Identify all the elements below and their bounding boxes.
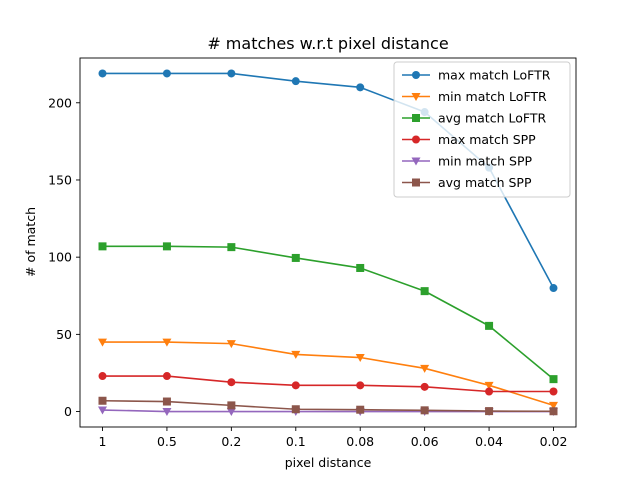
series-line-3 <box>102 375 554 393</box>
data-point-5-2 <box>227 401 236 410</box>
legend-label-2: avg match LoFTR <box>438 111 546 126</box>
data-point-5-0 <box>98 396 107 405</box>
legend: max match LoFTR min match LoFTR avg match … <box>393 61 571 198</box>
data-point-1-1 <box>162 338 172 347</box>
data-point-2-6 <box>485 321 494 330</box>
data-point-3-7 <box>549 387 558 396</box>
data-point-3-4 <box>356 381 365 390</box>
x-tick-label-2: 0.2 <box>221 434 241 449</box>
data-point-2-1 <box>162 242 171 251</box>
data-point-0-2 <box>227 69 236 78</box>
x-tick-label-0: 1 <box>99 434 107 449</box>
data-point-5-6 <box>485 407 494 416</box>
data-point-2-0 <box>98 242 107 251</box>
chart-title: # matches w.r.t pixel distance <box>207 34 448 53</box>
legend-label-3: max match SPP <box>438 132 536 147</box>
legend-item-4: min match SPP <box>402 154 533 169</box>
axes: 1 0.5 0.2 0.1 0.08 0.06 0.04 0.02 0 50 100 150 200 <box>48 57 577 449</box>
y-tick-label-0: 0 <box>64 404 72 419</box>
series-2 <box>98 242 558 384</box>
legend-item-1: min match LoFTR <box>402 89 547 104</box>
data-point-2-2 <box>227 243 236 252</box>
data-point-2-3 <box>291 253 300 262</box>
legend-label-1: min match LoFTR <box>438 89 547 104</box>
data-point-3-3 <box>291 381 300 390</box>
data-point-4-0 <box>98 406 107 415</box>
data-point-3-5 <box>420 382 429 391</box>
data-point-1-4 <box>355 354 365 363</box>
legend-label-0: max match LoFTR <box>438 68 551 83</box>
data-point-5-7 <box>549 407 558 416</box>
data-point-5-5 <box>420 406 429 415</box>
legend-item-0: max match LoFTR <box>402 68 551 83</box>
x-tick-label-3: 0.1 <box>286 434 306 449</box>
axes-frame <box>79 57 577 428</box>
data-point-2-5 <box>420 287 429 296</box>
data-point-0-7 <box>549 284 558 293</box>
x-tick-label-4: 0.08 <box>346 434 374 449</box>
y-tick-label-2: 100 <box>48 250 72 265</box>
legend-marker-3 <box>412 135 420 144</box>
data-point-0-4 <box>356 83 365 92</box>
y-axis-label: # of match <box>23 207 38 277</box>
legend-item-5: avg match SPP <box>402 175 532 190</box>
data-point-1-3 <box>291 350 301 359</box>
series-1 <box>98 338 558 410</box>
data-point-0-0 <box>98 69 107 78</box>
series-3 <box>98 372 558 396</box>
legend-item-3: max match SPP <box>402 132 536 147</box>
data-point-1-6 <box>484 381 494 390</box>
x-tick-label-5: 0.06 <box>411 434 439 449</box>
x-axis-label: pixel distance <box>285 455 372 470</box>
data-point-4-2 <box>226 408 236 417</box>
data-point-0-1 <box>162 69 171 78</box>
data-point-1-5 <box>420 364 430 373</box>
x-tick-label-1: 0.5 <box>157 434 177 449</box>
y-tick-label-3: 150 <box>48 172 72 187</box>
data-point-0-3 <box>291 77 300 86</box>
data-point-2-7 <box>549 375 558 384</box>
data-point-5-3 <box>291 405 300 414</box>
legend-marker-1 <box>411 93 421 101</box>
data-point-5-1 <box>162 397 171 406</box>
legend-marker-2 <box>412 114 420 122</box>
legend-label-5: avg match SPP <box>438 175 532 190</box>
legend-box <box>393 61 571 198</box>
series-line-1 <box>102 341 554 407</box>
legend-item-2: avg match LoFTR <box>402 111 546 126</box>
legend-label-4: min match SPP <box>438 154 533 169</box>
x-tick-label-7: 0.02 <box>540 434 568 449</box>
data-point-3-2 <box>227 378 236 387</box>
data-point-2-4 <box>356 263 365 272</box>
data-point-5-4 <box>356 405 365 414</box>
legend-marker-0 <box>412 71 420 79</box>
y-tick-label-4: 200 <box>48 95 72 110</box>
data-point-3-6 <box>485 387 494 396</box>
data-point-1-2 <box>226 340 236 349</box>
data-point-1-7 <box>549 401 558 410</box>
data-point-3-1 <box>162 372 171 381</box>
x-tick-label-6: 0.04 <box>475 434 503 449</box>
legend-marker-5 <box>412 178 420 187</box>
data-point-4-1 <box>162 408 172 417</box>
series-line-2 <box>102 245 555 380</box>
series-5 <box>98 396 558 416</box>
data-point-1-0 <box>98 338 107 347</box>
legend-marker-4 <box>411 157 421 166</box>
series-line-5 <box>102 399 554 413</box>
y-tick-label-1: 50 <box>56 327 72 342</box>
data-point-3-0 <box>98 372 107 381</box>
